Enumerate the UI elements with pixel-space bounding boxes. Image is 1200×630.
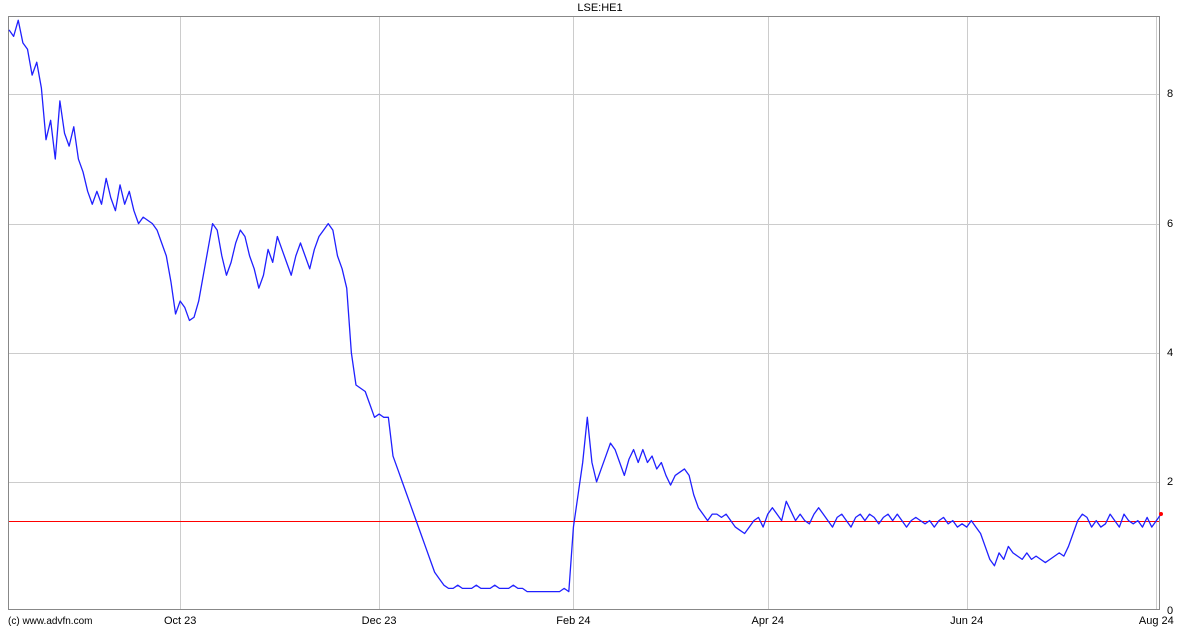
x-axis-label: Jun 24 (950, 615, 983, 627)
stock-chart: LSE:HE1 02468Oct 23Dec 23Feb 24Apr 24Jun… (0, 0, 1200, 630)
chart-title: LSE:HE1 (0, 2, 1200, 14)
y-axis-label: 2 (1167, 476, 1173, 488)
x-axis-label: Apr 24 (752, 615, 784, 627)
plot-area: 02468Oct 23Dec 23Feb 24Apr 24Jun 24Aug 2… (8, 16, 1160, 610)
copyright-text: (c) www.advfn.com (8, 616, 92, 627)
y-axis-label: 8 (1167, 88, 1173, 100)
last-price-marker (1159, 512, 1163, 516)
x-axis-label: Aug 24 (1139, 615, 1174, 627)
x-axis-label: Feb 24 (556, 615, 590, 627)
x-axis-label: Oct 23 (164, 615, 196, 627)
y-axis-label: 6 (1167, 218, 1173, 230)
y-axis-label: 4 (1167, 347, 1173, 359)
x-axis-label: Dec 23 (362, 615, 397, 627)
price-series (9, 17, 1161, 611)
